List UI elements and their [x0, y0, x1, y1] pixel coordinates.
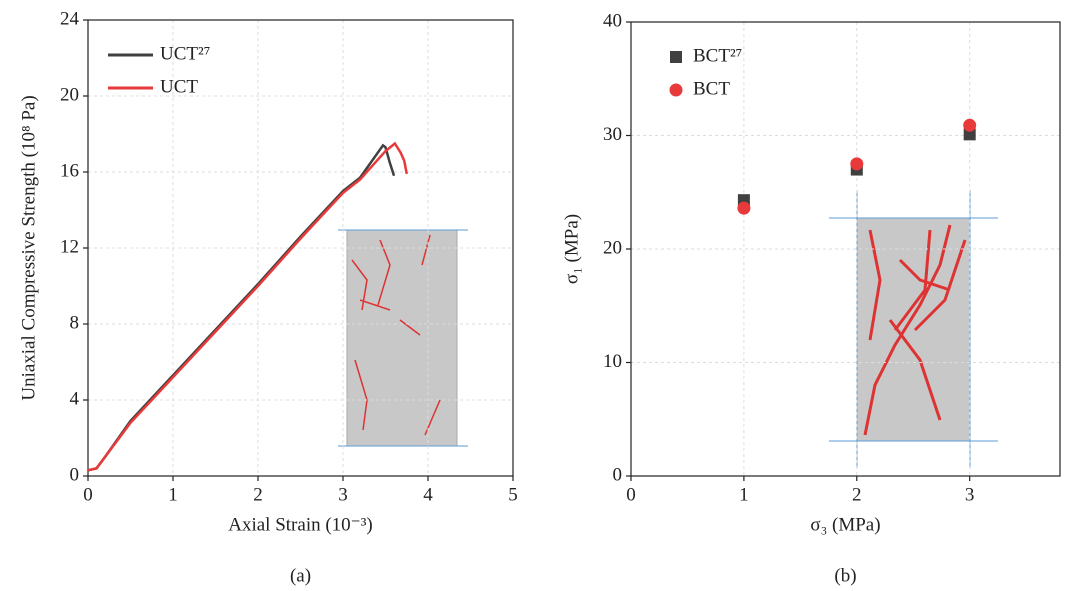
y-tick-label: 0	[70, 464, 80, 485]
y-tick-label: 20	[603, 237, 622, 258]
y-tick-label: 10	[603, 351, 622, 372]
x-tick-label: 3	[965, 484, 975, 505]
x-tick-label: 1	[739, 484, 749, 505]
y-tick-label: 16	[60, 160, 79, 181]
marker	[963, 118, 977, 132]
y-tick-label: 4	[70, 388, 80, 409]
caption: (a)	[290, 565, 311, 586]
legend-swatch	[670, 51, 682, 63]
x-axis-label: Axial Strain (10⁻³)	[228, 514, 372, 535]
caption: (b)	[834, 565, 856, 586]
legend-label: BCT²⁷	[693, 45, 742, 66]
x-tick-label: 2	[852, 484, 862, 505]
line	[87, 141, 408, 472]
plot-frame	[87, 19, 514, 477]
x-tick-label: 1	[168, 484, 178, 505]
y-tick-label: 24	[60, 8, 80, 29]
plot-frame	[630, 21, 1061, 477]
inset-a	[338, 229, 468, 447]
x-tick-label: 5	[508, 484, 518, 505]
legend-swatch	[669, 83, 683, 97]
x-tick-label: 4	[423, 484, 433, 505]
y-tick-label: 8	[70, 312, 80, 333]
x-tick-label: 0	[626, 484, 636, 505]
marker	[737, 201, 751, 215]
y-tick-label: 30	[603, 124, 622, 145]
legend-label: UCT²⁷	[160, 43, 210, 64]
x-tick-label: 3	[338, 484, 348, 505]
legend-label: UCT	[160, 76, 198, 97]
marker	[850, 157, 864, 171]
y-axis-label: σ₁ (MPa)	[561, 214, 582, 284]
inset-b	[829, 190, 998, 468]
x-axis-label: σ₃ (MPa)	[810, 514, 880, 535]
x-tick-label: 2	[253, 484, 263, 505]
marker	[963, 128, 976, 141]
y-tick-label: 40	[603, 10, 622, 31]
y-axis-label: Uniaxial Compressive Strength (10⁸ Pa)	[18, 95, 39, 400]
x-tick-label: 0	[83, 484, 93, 505]
legend-label: BCT	[693, 78, 730, 99]
y-tick-label: 12	[60, 236, 79, 257]
y-tick-label: 20	[60, 84, 79, 105]
y-tick-label: 0	[613, 464, 623, 485]
